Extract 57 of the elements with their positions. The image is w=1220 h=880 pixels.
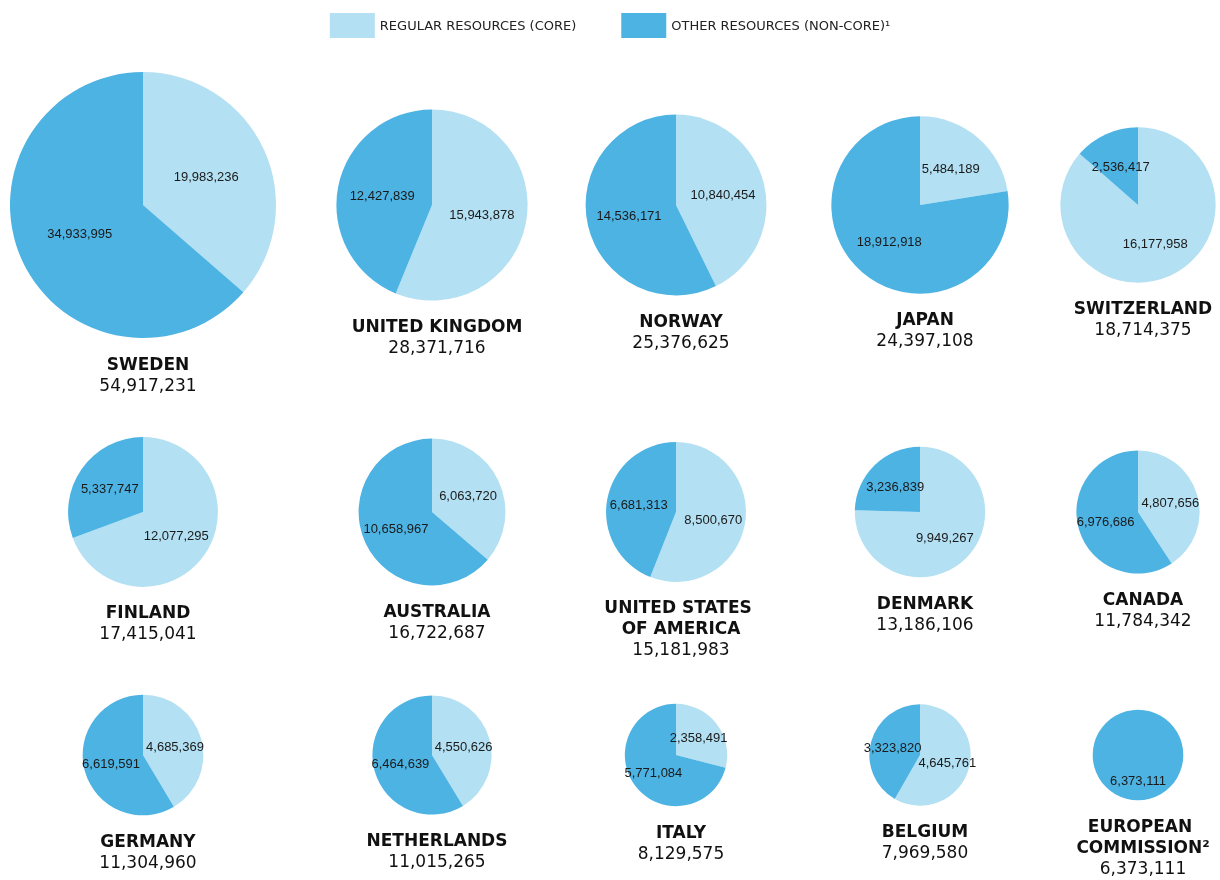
text: GERMANY (100, 830, 197, 851)
text: 11,015,265 (388, 851, 486, 872)
data-label: 4,645,761 (918, 754, 977, 770)
data-label: 16,177,958 (1122, 235, 1188, 251)
data-label: 19,983,236 (173, 168, 239, 184)
text: ITALY (655, 821, 707, 842)
text: JAPAN (895, 309, 954, 330)
text: 7,969,580 (881, 842, 969, 863)
text: 18,714,375 (1094, 319, 1192, 340)
data-label: 34,933,995 (47, 226, 113, 242)
text: AUSTRALIA (383, 600, 492, 621)
data-label: 18,912,918 (856, 233, 922, 249)
text: 13,186,106 (876, 613, 974, 634)
text: EUROPEAN COMMISSION² (1076, 815, 1210, 857)
data-label: 4,685,369 (146, 738, 204, 754)
text: 11,304,960 (99, 851, 197, 872)
text: CANADA (1102, 589, 1184, 610)
data-label: 12,427,839 (349, 187, 415, 203)
data-label: 8,500,670 (684, 511, 743, 527)
text: UNITED KINGDOM (351, 316, 523, 337)
data-label: 4,807,656 (1141, 494, 1200, 510)
text: 6,373,111 (1099, 857, 1187, 878)
data-label: 2,358,491 (669, 729, 728, 745)
text: 17,415,041 (99, 623, 197, 644)
data-label: 5,484,189 (921, 161, 980, 177)
legend-label: OTHER RESOURCES (NON-CORE)¹ (671, 18, 891, 33)
text: DENMARK (876, 592, 974, 613)
text: 25,376,625 (632, 331, 730, 352)
text: 8,129,575 (637, 842, 725, 863)
text: BELGIUM (881, 821, 969, 842)
text: FINLAND (105, 602, 191, 623)
data-label: 14,536,171 (596, 208, 662, 224)
text: 24,397,108 (876, 330, 974, 351)
text: NORWAY (639, 310, 724, 331)
text: SWITZERLAND (1073, 298, 1213, 319)
data-label: 10,840,454 (690, 186, 756, 202)
data-label: 6,681,313 (609, 497, 668, 513)
data-label: 6,976,686 (1076, 514, 1135, 530)
data-label: 4,550,626 (434, 738, 493, 754)
data-label: 9,949,267 (915, 530, 974, 546)
text: 28,371,716 (388, 337, 486, 358)
data-label: 6,373,111 (1110, 773, 1166, 789)
text: UNITED STATES OF AMERICA (604, 597, 758, 639)
text: 15,181,983 (632, 639, 730, 660)
text: NETHERLANDS (366, 830, 508, 851)
data-label: 12,077,295 (143, 527, 209, 543)
data-label: 6,063,720 (439, 487, 497, 503)
text: 11,784,342 (1094, 610, 1192, 631)
data-label: 5,337,747 (80, 481, 139, 497)
text: 16,722,687 (388, 621, 486, 642)
data-label: 10,658,967 (363, 521, 429, 537)
text: 54,917,231 (99, 374, 197, 395)
data-label: 2,536,417 (1091, 159, 1150, 175)
data-label: 15,943,878 (449, 207, 515, 223)
text: SWEDEN (106, 353, 190, 374)
legend-label: REGULAR RESOURCES (CORE) (379, 18, 577, 33)
data-label: 3,236,839 (866, 478, 925, 494)
